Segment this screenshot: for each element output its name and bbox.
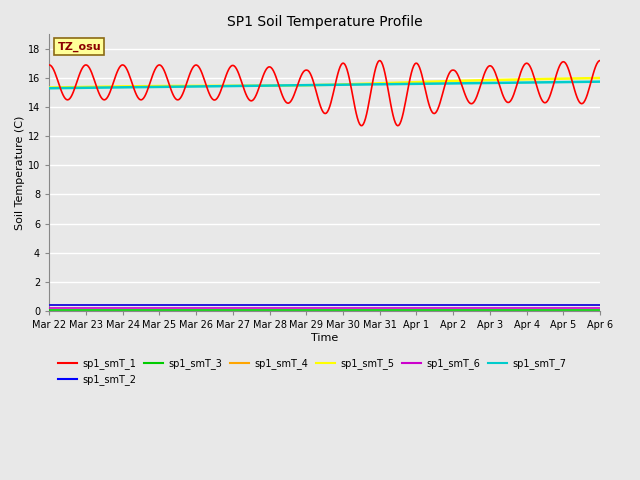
sp1_smT_1 (217, 89, 225, 95)
sp1_smT_4 (545, 302, 553, 308)
sp1_smT_5 (450, 78, 458, 84)
sp1_smT_3 (45, 307, 53, 313)
sp1_smT_7 (45, 85, 53, 91)
sp1_smT_7 (596, 79, 604, 84)
Line: sp1_smT_5: sp1_smT_5 (49, 78, 600, 87)
sp1_smT_3 (380, 307, 388, 313)
sp1_smT_1 (278, 90, 285, 96)
sp1_smT_7 (353, 82, 361, 87)
sp1_smT_7 (217, 84, 225, 89)
sp1_smT_7 (380, 81, 388, 87)
sp1_smT_2 (596, 302, 604, 308)
sp1_smT_4 (596, 302, 604, 308)
sp1_smT_5 (353, 81, 361, 87)
sp1_smT_1 (380, 66, 388, 72)
sp1_smT_5 (217, 83, 225, 89)
sp1_smT_7 (545, 79, 553, 85)
sp1_smT_2 (545, 302, 553, 308)
sp1_smT_4 (217, 302, 225, 308)
Y-axis label: Soil Temperature (C): Soil Temperature (C) (15, 116, 25, 230)
sp1_smT_6 (450, 305, 458, 311)
sp1_smT_7 (278, 83, 285, 88)
sp1_smT_2 (380, 302, 388, 308)
sp1_smT_4 (450, 302, 458, 308)
sp1_smT_7 (450, 81, 458, 86)
sp1_smT_6 (545, 305, 553, 311)
sp1_smT_2 (217, 302, 225, 308)
sp1_smT_4 (353, 302, 361, 308)
sp1_smT_1 (547, 91, 554, 97)
Text: TZ_osu: TZ_osu (58, 41, 101, 51)
sp1_smT_6 (217, 305, 225, 311)
sp1_smT_6 (278, 305, 285, 311)
sp1_smT_3 (545, 307, 553, 313)
sp1_smT_3 (353, 307, 361, 313)
sp1_smT_2 (278, 302, 285, 308)
sp1_smT_1 (596, 58, 604, 63)
sp1_smT_4 (45, 302, 53, 308)
sp1_smT_5 (278, 83, 285, 88)
sp1_smT_6 (353, 305, 361, 311)
sp1_smT_1 (451, 68, 459, 74)
sp1_smT_6 (596, 305, 604, 311)
sp1_smT_3 (596, 307, 604, 313)
sp1_smT_1 (394, 123, 401, 129)
sp1_smT_1 (353, 115, 361, 121)
sp1_smT_4 (278, 302, 285, 308)
sp1_smT_1 (45, 62, 53, 68)
sp1_smT_2 (353, 302, 361, 308)
Line: sp1_smT_7: sp1_smT_7 (49, 82, 600, 88)
Line: sp1_smT_1: sp1_smT_1 (49, 60, 600, 126)
sp1_smT_6 (45, 305, 53, 311)
X-axis label: Time: Time (311, 333, 338, 343)
sp1_smT_4 (380, 302, 388, 308)
sp1_smT_2 (450, 302, 458, 308)
sp1_smT_5 (45, 84, 53, 90)
sp1_smT_2 (45, 302, 53, 308)
sp1_smT_3 (450, 307, 458, 313)
sp1_smT_3 (217, 307, 225, 313)
sp1_smT_5 (596, 75, 604, 81)
Legend: sp1_smT_1, sp1_smT_2, sp1_smT_3, sp1_smT_4, sp1_smT_5, sp1_smT_6, sp1_smT_7: sp1_smT_1, sp1_smT_2, sp1_smT_3, sp1_smT… (54, 355, 570, 389)
sp1_smT_6 (380, 305, 388, 311)
sp1_smT_5 (545, 76, 553, 82)
sp1_smT_3 (278, 307, 285, 313)
sp1_smT_5 (380, 80, 388, 86)
Title: SP1 Soil Temperature Profile: SP1 Soil Temperature Profile (227, 15, 422, 29)
